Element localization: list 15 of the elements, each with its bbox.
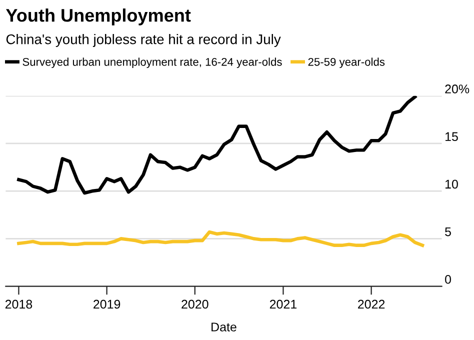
- x-tick-label: 2020: [182, 300, 208, 309]
- x-tick-label: 2019: [94, 300, 120, 309]
- x-axis-title: Date: [212, 322, 236, 332]
- y-tick-label: 20%: [445, 84, 470, 94]
- x-tick-label: 2018: [5, 300, 32, 309]
- y-tick-label: 0: [445, 274, 452, 284]
- x-tick-label: 2022: [358, 300, 385, 309]
- y-tick-label: 15: [446, 132, 458, 142]
- legend-label: 25-59 year-olds: [308, 58, 385, 68]
- x-tick-label: 2021: [270, 300, 297, 309]
- chart-subtitle: China's youth jobless rate hit a record in July: [6, 34, 281, 47]
- legend-label: Surveyed urban unemployment rate, 16-24 year-olds: [22, 58, 282, 68]
- y-tick-label: 10: [446, 180, 458, 189]
- chart-title: Youth Unemployment: [6, 8, 191, 26]
- y-tick-label: 5: [445, 227, 451, 236]
